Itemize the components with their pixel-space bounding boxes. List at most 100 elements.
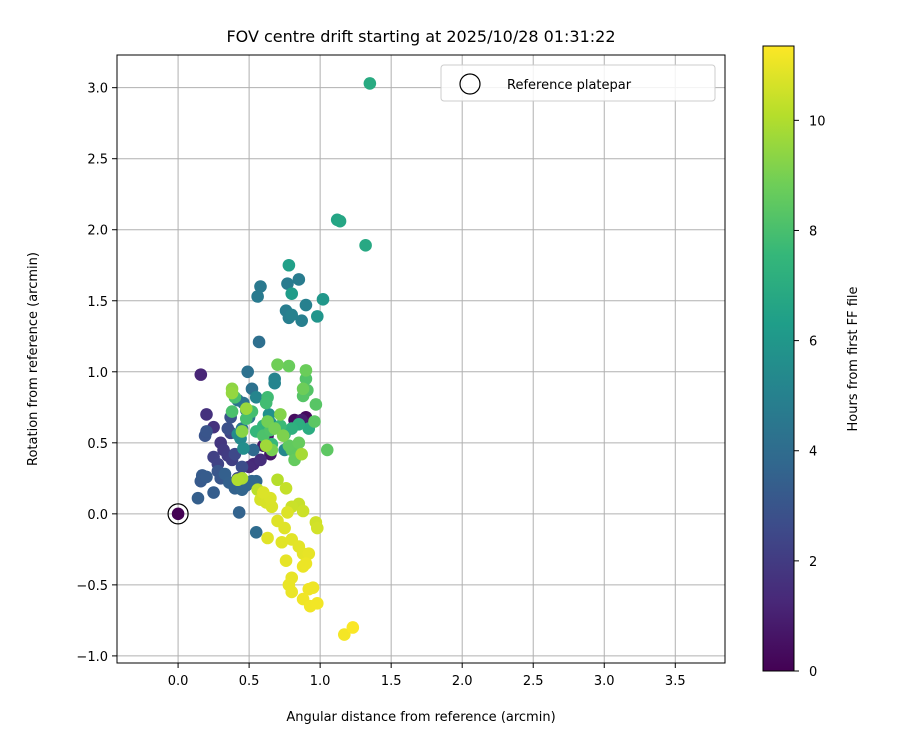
y-axis-label: Rotation from reference (arcmin) xyxy=(26,252,41,466)
scatter-point xyxy=(295,447,308,461)
y-tick-label: 0.0 xyxy=(87,508,108,523)
scatter-point xyxy=(271,473,284,487)
scatter-point xyxy=(296,504,310,518)
scatter-point xyxy=(268,422,281,435)
scatter-point xyxy=(200,425,213,438)
colorbar-tick-label: 0 xyxy=(809,665,817,680)
scatter-point xyxy=(299,557,313,570)
y-tick-label: 2.0 xyxy=(87,224,108,239)
reference-platepar-marker xyxy=(167,503,189,525)
scatter-point xyxy=(276,429,290,443)
scatter-point xyxy=(239,402,253,416)
scatter-point xyxy=(194,368,208,381)
legend-entry-reference-platepar: Reference platepar xyxy=(507,78,632,93)
scatter-point xyxy=(254,280,267,293)
colorbar: 0 2 4 6 8 10 Hours from first FF file xyxy=(762,45,861,680)
scatter-point xyxy=(251,290,264,303)
scatter-point xyxy=(299,298,313,312)
x-tick-label: 3.0 xyxy=(594,674,615,689)
plot-area xyxy=(117,55,725,663)
x-tick-label: 3.5 xyxy=(665,674,686,689)
scatter-point xyxy=(257,486,270,499)
scatter-point xyxy=(191,491,205,505)
scatter-point xyxy=(309,398,323,411)
scatter-point xyxy=(282,258,296,272)
scatter-point xyxy=(279,481,293,495)
x-tick-label: 1.0 xyxy=(310,674,331,689)
scatter-point xyxy=(249,391,263,404)
x-axis-label: Angular distance from reference (arcmin) xyxy=(286,710,555,725)
scatter-point xyxy=(310,310,324,323)
scatter-point xyxy=(268,376,281,390)
colorbar-tick-label: 8 xyxy=(809,224,817,239)
y-tick-label: 2.5 xyxy=(87,153,108,168)
scatter-point xyxy=(207,486,220,499)
scatter-point xyxy=(316,293,330,306)
x-axis-ticks: 0.0 0.5 1.0 1.5 2.0 2.5 3.0 3.5 xyxy=(168,663,686,689)
y-tick-label: 0.5 xyxy=(87,437,108,452)
scatter-point xyxy=(239,412,253,425)
scatter-point xyxy=(235,460,249,474)
x-tick-label: 2.5 xyxy=(523,674,544,689)
scatter-point xyxy=(279,554,293,568)
colorbar-gradient xyxy=(762,45,795,672)
colorbar-tick-label: 6 xyxy=(809,335,817,350)
colorbar-ticks: 0 2 4 6 8 10 xyxy=(794,114,826,680)
scatter-point xyxy=(285,585,299,599)
scatter-point xyxy=(308,415,321,428)
scatter-point xyxy=(200,470,213,484)
scatter-point xyxy=(235,425,249,438)
scatter-point xyxy=(171,507,185,521)
scatter-point xyxy=(281,506,294,519)
legend-box xyxy=(440,64,716,102)
x-tick-label: 2.0 xyxy=(452,674,473,689)
scatter-point xyxy=(337,628,351,641)
scatter-point xyxy=(200,408,213,421)
scatter-point xyxy=(346,621,360,634)
y-axis-ticks: −1.0 −0.5 0.0 0.5 1.0 1.5 2.0 2.5 3.0 xyxy=(76,82,117,665)
scatter-points xyxy=(171,77,377,641)
scatter-point xyxy=(281,277,294,291)
scatter-point xyxy=(274,408,287,421)
y-tick-label: 3.0 xyxy=(87,82,108,97)
x-tick-label: 0.0 xyxy=(168,674,189,689)
y-tick-label: 1.0 xyxy=(87,366,108,381)
scatter-point xyxy=(225,386,239,400)
scatter-point xyxy=(232,506,246,519)
y-tick-label: −0.5 xyxy=(76,579,108,594)
colorbar-label: Hours from first FF file xyxy=(846,286,861,431)
scatter-point xyxy=(359,239,372,252)
x-tick-label: 0.5 xyxy=(239,674,260,689)
scatter-point xyxy=(247,443,260,457)
scatter-point xyxy=(259,439,273,452)
plot-frame xyxy=(116,54,726,664)
scatter-point xyxy=(237,442,250,455)
scatter-point xyxy=(261,531,274,545)
scatter-point xyxy=(296,382,310,396)
colorbar-tick-label: 10 xyxy=(809,114,826,129)
legend-marker-icon xyxy=(459,73,481,95)
reference-marker xyxy=(167,503,189,525)
y-tick-label: −1.0 xyxy=(76,650,108,665)
scatter-point xyxy=(302,582,316,596)
scatter-point xyxy=(275,535,289,549)
scatter-point xyxy=(285,308,299,322)
chart-title: FOV centre drift starting at 2025/10/28 … xyxy=(226,27,615,46)
scatter-point xyxy=(310,521,324,535)
scatter-point xyxy=(310,597,324,610)
scatter-point xyxy=(221,422,235,435)
scatter-point xyxy=(254,453,267,467)
scatter-point xyxy=(231,473,245,487)
scatter-point xyxy=(299,364,313,377)
scatter-point xyxy=(225,405,239,418)
y-tick-label: 1.5 xyxy=(87,295,108,310)
scatter-point xyxy=(278,521,291,535)
scatter-point xyxy=(282,439,296,452)
scatter-point xyxy=(295,314,308,327)
scatter-point xyxy=(252,335,266,349)
scatter-point xyxy=(333,214,347,228)
legend: Reference platepar xyxy=(440,64,716,102)
scatter-point xyxy=(302,547,316,560)
scatter-point xyxy=(282,359,296,373)
